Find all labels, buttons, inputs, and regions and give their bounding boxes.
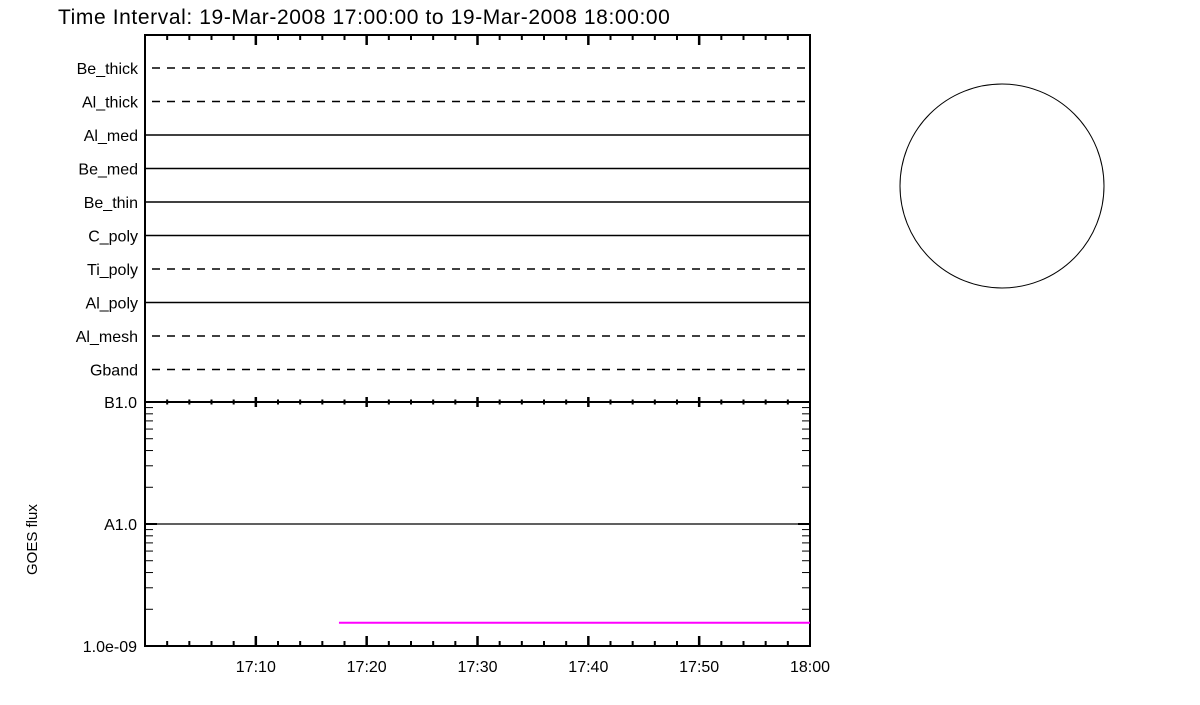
filter-panel: Be_thick Al_thick Al_med Be_med Be_thin C_pol… — [76, 34, 811, 403]
y-tick-label: 1.0e-09 — [83, 639, 137, 656]
filter-label: Be_thick — [77, 61, 139, 78]
filter-label: C_poly — [88, 229, 138, 246]
filter-label: Al_med — [84, 128, 138, 145]
filter-label: Ti_poly — [87, 262, 138, 279]
filter-label: Al_poly — [86, 296, 138, 313]
filter-label: Be_thin — [84, 195, 138, 212]
goes-panel: 17:10 17:20 17:30 17:40 17:50 18:00 B1.0 A1.0 1.… — [83, 35, 830, 676]
filter-label: Be_med — [78, 162, 138, 179]
filter-label: Al_thick — [82, 95, 139, 112]
x-tick-label: 18:00 — [790, 659, 830, 676]
x-tick-label: 17:40 — [568, 659, 608, 676]
y-axis-label: GOES flux — [24, 504, 41, 575]
x-tick-label: 17:50 — [679, 659, 719, 676]
filter-label: Gband — [90, 363, 138, 380]
sun-circle — [899, 83, 1105, 289]
y-tick-label: B1.0 — [104, 395, 137, 412]
filter-label: Al_mesh — [76, 329, 138, 346]
filter-panel-frame — [144, 34, 811, 403]
chart-title: Time Interval: 19-Mar-2008 17:00:00 to 1… — [58, 6, 670, 29]
y-tick-label: A1.0 — [104, 517, 137, 534]
x-tick-label: 17:30 — [457, 659, 497, 676]
x-tick-label: 17:20 — [347, 659, 387, 676]
x-tick-label: 17:10 — [236, 659, 276, 676]
